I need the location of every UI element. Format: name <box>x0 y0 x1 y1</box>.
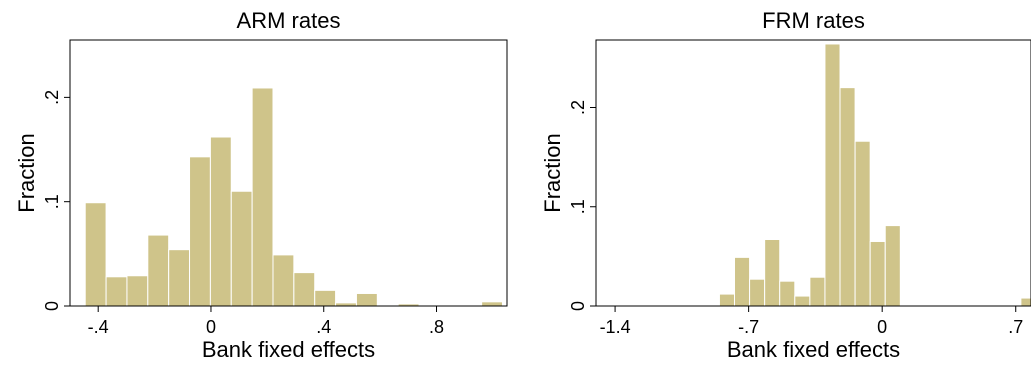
frm-title: FRM rates <box>762 8 865 33</box>
frm-y-tick-label: .1 <box>568 199 588 214</box>
arm-bar-1 <box>105 276 128 307</box>
frm-bar-18 <box>869 240 886 307</box>
frm-bar-28 <box>1020 297 1031 307</box>
arm-bar-8 <box>251 87 274 307</box>
frm-bar-12 <box>779 280 796 307</box>
frm-x-axis-label: Bank fixed effects <box>727 337 900 360</box>
arm-x-tick-label: .4 <box>316 317 331 337</box>
arm-bar-6 <box>209 136 232 307</box>
arm-y-tick-label: 0 <box>42 301 62 311</box>
arm-y-tick-label: .2 <box>42 90 62 105</box>
arm-bar-5 <box>189 156 211 307</box>
arm-bar-9 <box>272 254 295 307</box>
arm-x-axis-label: Bank fixed effects <box>202 337 375 360</box>
arm-bar-10 <box>293 272 316 307</box>
arm-bar-0 <box>84 202 107 307</box>
frm-bar-8 <box>718 293 736 307</box>
arm-bar-19 <box>481 301 503 307</box>
frm-bar-16 <box>839 87 856 307</box>
frm-x-tick-label: -1.4 <box>600 317 631 337</box>
arm-y-tick-label: .1 <box>42 194 62 209</box>
arm-plot-frame <box>69 39 508 307</box>
frm-bar-19 <box>884 225 901 307</box>
arm-bar-7 <box>230 190 253 307</box>
frm-bar-14 <box>809 276 826 307</box>
arm-bar-2 <box>126 275 149 307</box>
frm-plot-frame <box>595 39 1031 307</box>
frm-x-tick-label: -.7 <box>738 317 759 337</box>
arm-panel: ARM rates -.4 0 .4 .8 0 .1 .2 Bank fixed effec… <box>14 8 508 362</box>
arm-title: ARM rates <box>237 8 341 33</box>
frm-bar-9 <box>734 256 751 307</box>
frm-x-tick-label: .7 <box>1008 317 1023 337</box>
frm-y-tick-label: .2 <box>568 100 588 115</box>
arm-y-axis-label: Fraction <box>14 133 39 212</box>
arm-plot-area: -.4 0 .4 .8 0 .1 .2 <box>42 39 508 337</box>
arm-x-tick-label: .8 <box>429 317 444 337</box>
arm-bar-4 <box>168 249 191 307</box>
arm-x-tick-label: 0 <box>206 317 216 337</box>
frm-x-tick-label: 0 <box>877 317 887 337</box>
frm-bar-17 <box>854 140 871 307</box>
frm-bar-13 <box>794 295 811 307</box>
frm-y-axis-label: Fraction <box>540 133 565 212</box>
frm-y-tick-label: 0 <box>568 301 588 311</box>
frm-plot-area: -1.4 -.7 0 .7 0 .1 .2 <box>568 39 1031 337</box>
arm-x-tick-label: -.4 <box>88 317 109 337</box>
arm-bar-11 <box>314 289 337 307</box>
frm-bar-15 <box>824 43 841 307</box>
frm-bar-10 <box>749 278 766 307</box>
arm-bar-3 <box>147 234 170 307</box>
arm-bar-13 <box>355 292 378 307</box>
frm-panel: FRM rates -1.4 -.7 0 .7 0 .1 .2 Bank fixed eff… <box>540 8 1031 362</box>
frm-bar-11 <box>764 239 781 307</box>
